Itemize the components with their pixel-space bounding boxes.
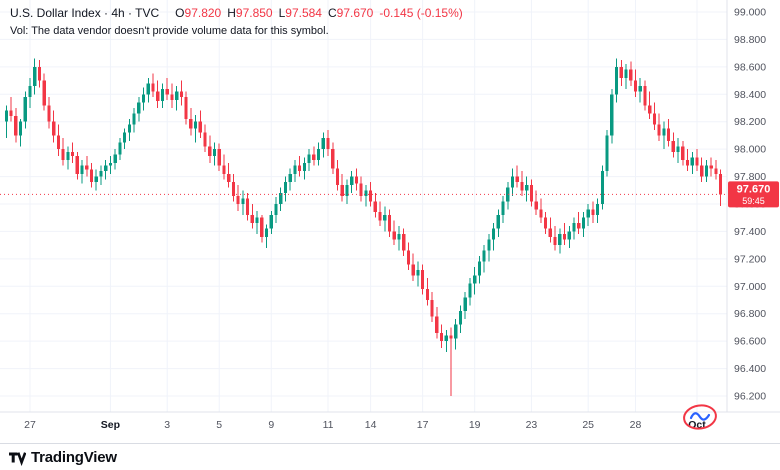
svg-text:5: 5 <box>216 419 222 431</box>
svg-text:98.400: 98.400 <box>734 89 766 101</box>
brand-wordmark[interactable]: TradingView <box>31 448 117 466</box>
svg-text:14: 14 <box>365 419 377 431</box>
svg-text:98.200: 98.200 <box>734 116 766 128</box>
svg-text:97.000: 97.000 <box>734 281 766 293</box>
svg-text:96.200: 96.200 <box>734 391 766 403</box>
svg-text:98.600: 98.600 <box>734 61 766 73</box>
symbol-title[interactable]: U.S. Dollar Index · 4h · TVC <box>10 6 160 20</box>
svg-text:9: 9 <box>268 419 274 431</box>
candles <box>4 58 723 396</box>
svg-text:97.670: 97.670 <box>737 183 771 195</box>
svg-text:27: 27 <box>24 419 36 431</box>
stamp-logo <box>683 404 717 430</box>
footer-bar: TradingView <box>0 443 780 470</box>
svg-text:59:45: 59:45 <box>742 196 765 206</box>
svg-text:19: 19 <box>469 419 481 431</box>
svg-text:96.800: 96.800 <box>734 308 766 320</box>
svg-text:96.600: 96.600 <box>734 336 766 348</box>
svg-text:28: 28 <box>630 419 642 431</box>
svg-text:25: 25 <box>582 419 594 431</box>
svg-text:11: 11 <box>323 419 334 431</box>
svg-text:3: 3 <box>164 419 170 431</box>
svg-text:97.800: 97.800 <box>734 171 766 183</box>
time-axis[interactable]: 27 Sep 3 5 9 11 14 17 19 23 25 28 Oct <box>24 419 706 431</box>
svg-text:97.400: 97.400 <box>734 226 766 238</box>
svg-text:17: 17 <box>417 419 429 431</box>
candlestick-chart[interactable]: 99.000 98.800 98.600 98.400 98.200 98.000 97.8… <box>0 0 780 443</box>
svg-text:23: 23 <box>526 419 538 431</box>
svg-text:Sep: Sep <box>101 419 120 431</box>
tradingview-logo[interactable] <box>8 448 26 466</box>
svg-text:98.000: 98.000 <box>734 144 766 156</box>
svg-text:98.800: 98.800 <box>734 34 766 46</box>
price-chart-pane[interactable]: 99.000 98.800 98.600 98.400 98.200 98.000 97.8… <box>0 0 780 443</box>
svg-text:97.200: 97.200 <box>734 253 766 265</box>
svg-text:96.400: 96.400 <box>734 363 766 375</box>
tradingview-logo-icon <box>9 452 26 466</box>
svg-text:99.000: 99.000 <box>734 7 766 19</box>
grid-lines <box>0 0 727 412</box>
